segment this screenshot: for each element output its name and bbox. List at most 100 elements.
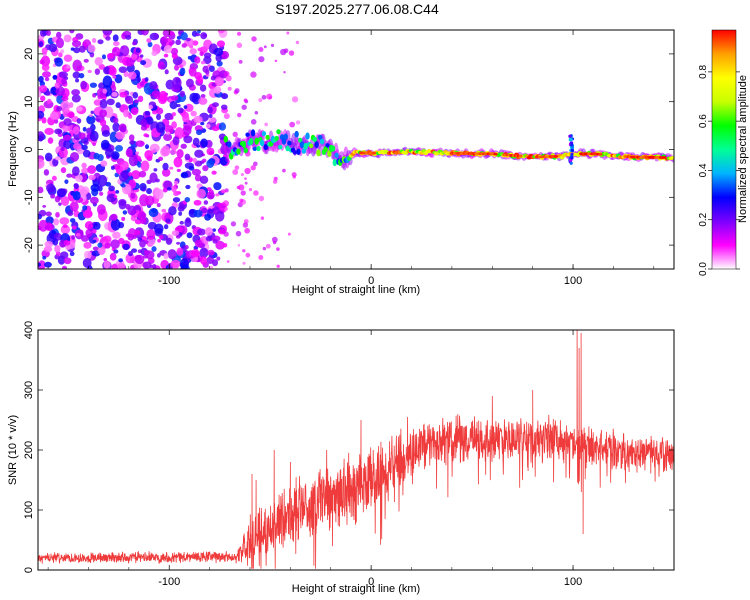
noise-blob xyxy=(127,71,137,80)
noise-blob xyxy=(242,261,246,265)
noise-blob xyxy=(237,112,242,118)
x-tick-label: 100 xyxy=(564,275,582,287)
noise-blob xyxy=(99,109,108,118)
noise-blob xyxy=(272,179,278,184)
x-tick-label: 0 xyxy=(368,576,374,588)
noise-blob xyxy=(193,115,203,124)
colorbar-tick-label: 0.0 xyxy=(698,262,709,276)
noise-blob xyxy=(227,86,232,91)
noise-blob xyxy=(253,190,259,196)
noise-blob xyxy=(146,38,152,43)
noise-blob xyxy=(112,34,119,42)
noise-blob xyxy=(47,98,52,105)
noise-blob xyxy=(176,247,184,256)
noise-blob xyxy=(237,244,241,247)
noise-blob xyxy=(220,73,225,78)
noise-blob xyxy=(71,225,77,230)
noise-blob xyxy=(289,121,296,128)
noise-blob xyxy=(202,158,207,163)
ridge-segment xyxy=(301,148,307,154)
noise-blob xyxy=(173,190,180,197)
noise-blob xyxy=(169,31,175,36)
noise-blob xyxy=(82,126,87,132)
noise-blob xyxy=(243,98,248,103)
noise-blob xyxy=(205,123,211,129)
ridge-segment xyxy=(305,132,310,140)
noise-blob xyxy=(156,203,161,208)
colorbar: 0.0 0.2 0.4 0.6 0.8 Normalized spectral ampl… xyxy=(698,29,749,276)
noise-blob xyxy=(60,100,71,112)
noise-blob xyxy=(158,90,168,103)
noise-blob xyxy=(171,121,177,129)
noise-blob xyxy=(171,185,177,193)
noise-blob xyxy=(87,165,97,174)
noise-blob xyxy=(190,249,200,258)
noise-blob xyxy=(156,253,161,258)
noise-blob xyxy=(134,99,139,104)
noise-blob xyxy=(140,60,147,66)
noise-blob xyxy=(122,243,130,251)
noise-blob xyxy=(158,235,164,240)
ridge-segment xyxy=(314,141,319,149)
noise-blob xyxy=(42,71,51,78)
ridge-segment xyxy=(294,130,299,138)
noise-blob xyxy=(270,43,275,47)
noise-blob xyxy=(172,197,181,203)
noise-blob xyxy=(128,114,133,119)
noise-blob xyxy=(38,41,44,48)
noise-blob xyxy=(139,80,145,87)
noise-blob xyxy=(160,64,165,69)
noise-blob xyxy=(82,257,92,268)
noise-blob xyxy=(157,238,161,243)
noise-blob xyxy=(81,162,87,169)
noise-blob xyxy=(184,103,194,112)
noise-blob xyxy=(115,102,121,109)
noise-blob xyxy=(86,127,93,135)
noise-blob xyxy=(161,40,167,46)
noise-blob xyxy=(201,207,208,214)
noise-blob xyxy=(39,85,48,93)
noise-blob xyxy=(115,131,126,140)
noise-blob xyxy=(149,32,160,41)
noise-blob xyxy=(82,205,88,211)
noise-blob xyxy=(186,37,191,42)
burst-blob xyxy=(569,161,573,165)
noise-blob xyxy=(104,148,115,157)
noise-blob xyxy=(63,240,71,246)
noise-blob xyxy=(200,256,208,265)
noise-blob xyxy=(175,39,182,46)
noise-blob xyxy=(148,104,153,110)
noise-blob xyxy=(196,188,206,199)
noise-blob xyxy=(242,249,246,253)
noise-blob xyxy=(45,211,52,217)
ridge-segment xyxy=(263,144,268,151)
noise-blob xyxy=(236,42,243,49)
noise-blob xyxy=(125,35,132,40)
noise-blob xyxy=(67,211,74,217)
noise-blob xyxy=(89,130,99,142)
noise-blob xyxy=(185,184,191,190)
noise-blob xyxy=(71,40,82,48)
noise-blob xyxy=(72,59,83,72)
noise-blob xyxy=(170,47,179,55)
noise-blob xyxy=(296,120,301,125)
noise-blob xyxy=(155,121,166,134)
ridge-segment xyxy=(223,135,228,143)
noise-blob xyxy=(162,162,169,171)
ridge-segment xyxy=(276,129,281,135)
noise-blob xyxy=(240,172,244,177)
noise-blob xyxy=(169,166,174,170)
noise-blob xyxy=(132,41,137,46)
ridge-segment xyxy=(299,141,305,149)
noise-blob xyxy=(154,223,164,234)
noise-blob xyxy=(191,168,202,176)
noise-blob xyxy=(134,254,145,265)
noise-blob xyxy=(149,81,158,90)
noise-blob xyxy=(163,180,173,190)
noise-blob xyxy=(138,170,147,178)
noise-blob xyxy=(194,160,203,167)
noise-blob xyxy=(146,179,152,185)
noise-blob xyxy=(38,213,43,220)
ridge-peak xyxy=(662,156,667,159)
